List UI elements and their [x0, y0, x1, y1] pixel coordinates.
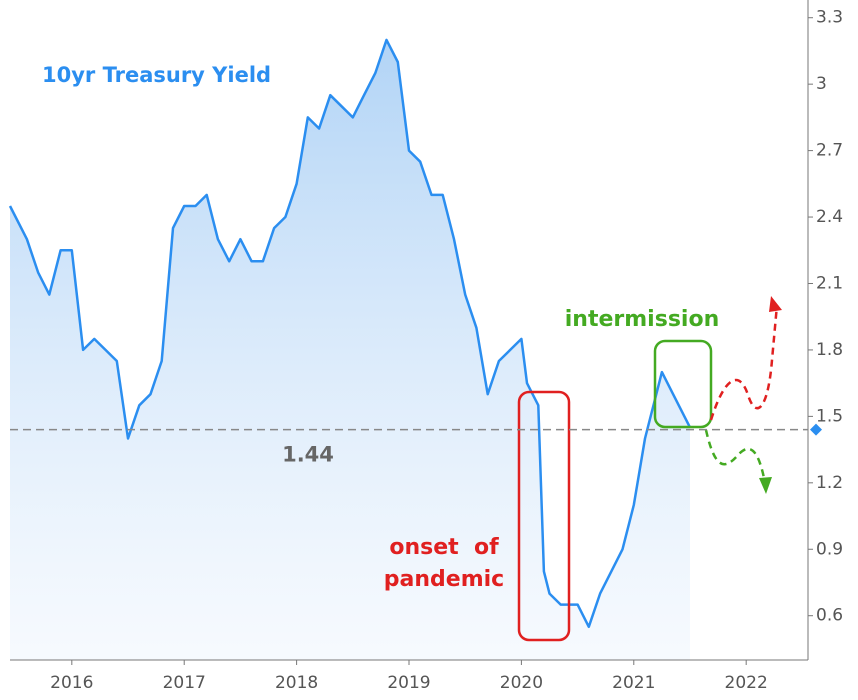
- up-arrow: [709, 304, 779, 421]
- y-tick-label: 2.7: [816, 141, 843, 161]
- y-tick-label: 2.1: [816, 273, 843, 293]
- y-tick-label: 3: [816, 74, 827, 94]
- y-tick-label: 2.4: [816, 207, 843, 227]
- y-tick-label: 1.8: [816, 340, 843, 360]
- down-arrow: [704, 429, 766, 479]
- line: [8, 38, 692, 629]
- annotation: pandemic: [384, 567, 504, 592]
- x-tick-label: 2021: [612, 673, 655, 693]
- annotation: onset of: [389, 535, 499, 560]
- chart-title: 10yr Treasury Yield: [42, 63, 271, 87]
- y-tick-label: 0.6: [816, 606, 843, 626]
- pandemic-box: [517, 390, 571, 642]
- x-tick-label: 2017: [163, 673, 206, 693]
- reference-label: 1.44: [282, 443, 334, 467]
- annotation: intermission: [565, 307, 719, 332]
- x-tick-label: 2020: [500, 673, 543, 693]
- down-arrowhead: [759, 477, 772, 494]
- x-tick-label: 2022: [725, 673, 768, 693]
- reference-marker: [810, 423, 822, 436]
- y-tick-label: 1.2: [816, 473, 843, 493]
- x-tick-label: 2019: [387, 673, 430, 693]
- y-tick-label: 3.3: [816, 8, 843, 28]
- up-arrowhead: [769, 296, 782, 312]
- intermission-box: [653, 339, 713, 429]
- y-tick-label: 1.5: [816, 406, 843, 426]
- x-tick-label: 2018: [275, 673, 318, 693]
- y-tick-label: 0.9: [816, 539, 843, 559]
- x-tick-label: 2016: [50, 673, 93, 693]
